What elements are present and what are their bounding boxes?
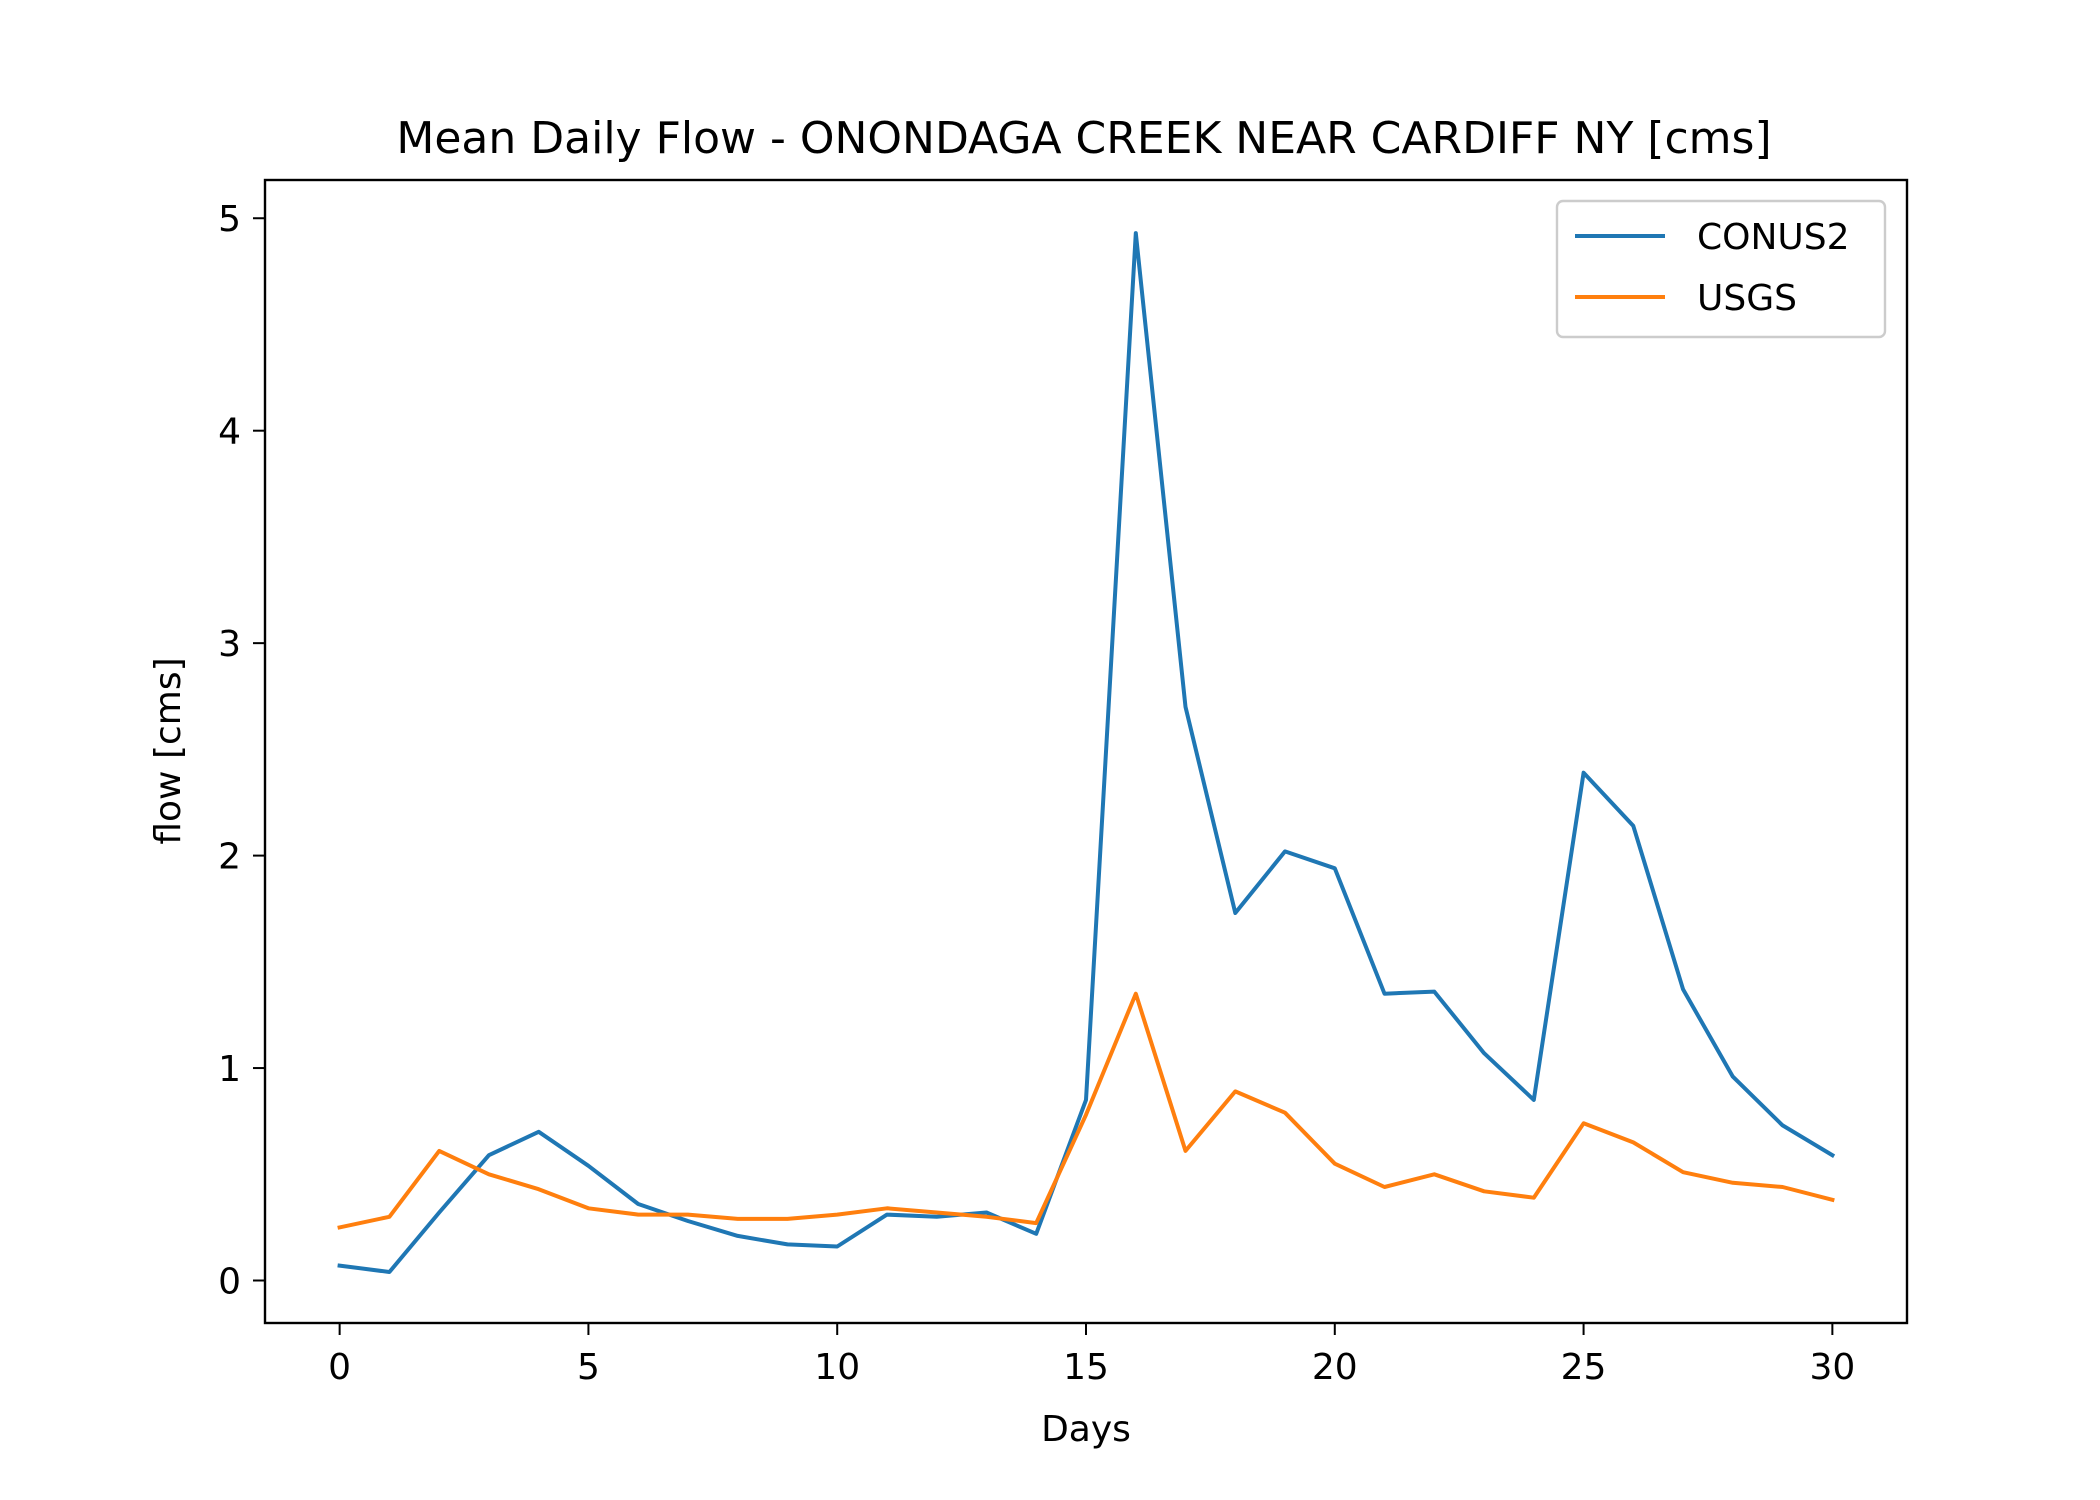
chart-title: Mean Daily Flow - ONONDAGA CREEK NEAR CA…: [396, 113, 1771, 164]
x-tick-label: 5: [577, 1347, 600, 1388]
x-tick-label: 10: [814, 1347, 860, 1388]
x-tick-label: 15: [1063, 1347, 1109, 1388]
y-tick-label: 4: [218, 412, 241, 453]
legend-items: CONUS2 USGS: [1575, 217, 1850, 319]
x-axis-label: Days: [1041, 1409, 1131, 1450]
x-tick-label: 20: [1312, 1347, 1358, 1388]
y-axis-label: flow [cms]: [148, 657, 189, 844]
y-axis: 0 1 2 3 4 5: [218, 199, 265, 1303]
y-tick-label: 3: [218, 624, 241, 665]
x-tick-label: 25: [1561, 1347, 1607, 1388]
y-tick-label: 1: [218, 1049, 241, 1090]
series-line-usgs: [337, 991, 1835, 1230]
x-tick-label: 30: [1809, 1347, 1855, 1388]
y-tick-label: 0: [218, 1262, 241, 1303]
series-line-conus2: [337, 231, 1836, 1274]
axes-frame: [263, 178, 1909, 1325]
legend-label-conus2: CONUS2: [1697, 217, 1850, 258]
y-tick-label: 2: [218, 837, 241, 878]
plot-area: [263, 178, 1909, 1325]
x-axis: 0 5 10 15 20 25 30: [328, 1323, 1855, 1388]
x-tick-label: 0: [328, 1347, 351, 1388]
y-tick-label: 5: [218, 199, 241, 240]
series-layer: [337, 231, 1836, 1274]
legend-label-usgs: USGS: [1697, 278, 1797, 319]
legend: CONUS2 USGS: [1555, 199, 1887, 339]
